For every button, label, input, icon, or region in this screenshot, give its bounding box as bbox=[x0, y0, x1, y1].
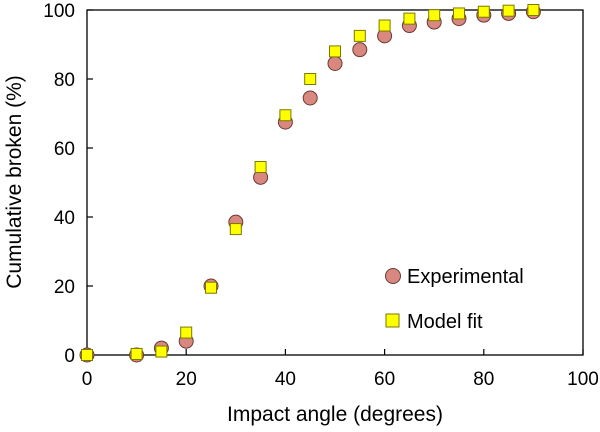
y-tick-label: 40 bbox=[54, 208, 75, 229]
y-axis-title: Cumulative broken (%) bbox=[3, 75, 26, 289]
model-fit-point bbox=[329, 45, 341, 58]
model-fit-point bbox=[130, 347, 143, 360]
data-points bbox=[79, 4, 541, 363]
model-fit-point bbox=[229, 223, 242, 236]
legend-marker-model-fit bbox=[385, 313, 400, 328]
legend-label-experimental: Experimental bbox=[407, 266, 524, 288]
model-fit-point bbox=[279, 109, 292, 122]
model-fit-point bbox=[453, 7, 465, 20]
model-fit-point bbox=[81, 349, 93, 361]
legend: Experimental Model fit bbox=[385, 266, 524, 333]
experimental-point bbox=[327, 55, 343, 71]
experimental-point bbox=[302, 90, 318, 106]
experimental-point bbox=[352, 42, 368, 58]
legend-marker-experimental bbox=[385, 268, 401, 284]
x-axis-ticks: 0 20 40 60 80 100 bbox=[82, 349, 599, 390]
x-tick-label: 0 bbox=[82, 369, 93, 390]
model-fit-point bbox=[502, 4, 515, 17]
model-fit-point bbox=[428, 9, 441, 22]
x-tick-label: 40 bbox=[275, 369, 296, 390]
model-fit-point bbox=[353, 29, 366, 42]
y-axis-ticks: 0 20 40 60 80 100 bbox=[43, 1, 93, 367]
y-tick-label: 20 bbox=[54, 277, 75, 298]
x-tick-label: 60 bbox=[374, 369, 395, 390]
y-tick-label: 60 bbox=[54, 139, 75, 160]
x-tick-label: 20 bbox=[176, 369, 197, 390]
x-tick-label: 100 bbox=[567, 369, 599, 390]
model-fit-point bbox=[403, 12, 416, 25]
y-tick-label: 0 bbox=[64, 346, 75, 367]
model-fit-point bbox=[254, 160, 267, 173]
model-fit-point bbox=[477, 5, 490, 18]
model-fit-point bbox=[155, 345, 168, 358]
model-fit-point bbox=[378, 19, 391, 32]
model-fit-point bbox=[205, 281, 217, 294]
x-tick-label: 80 bbox=[473, 369, 494, 390]
x-axis-title: Impact angle (degrees) bbox=[227, 403, 443, 426]
model-fit-point bbox=[527, 4, 540, 16]
y-tick-label: 80 bbox=[54, 70, 75, 91]
model-fit-point bbox=[180, 326, 193, 339]
y-tick-label: 100 bbox=[43, 1, 75, 22]
legend-label-model-fit: Model fit bbox=[407, 311, 483, 333]
model-fit-point bbox=[304, 73, 317, 85]
